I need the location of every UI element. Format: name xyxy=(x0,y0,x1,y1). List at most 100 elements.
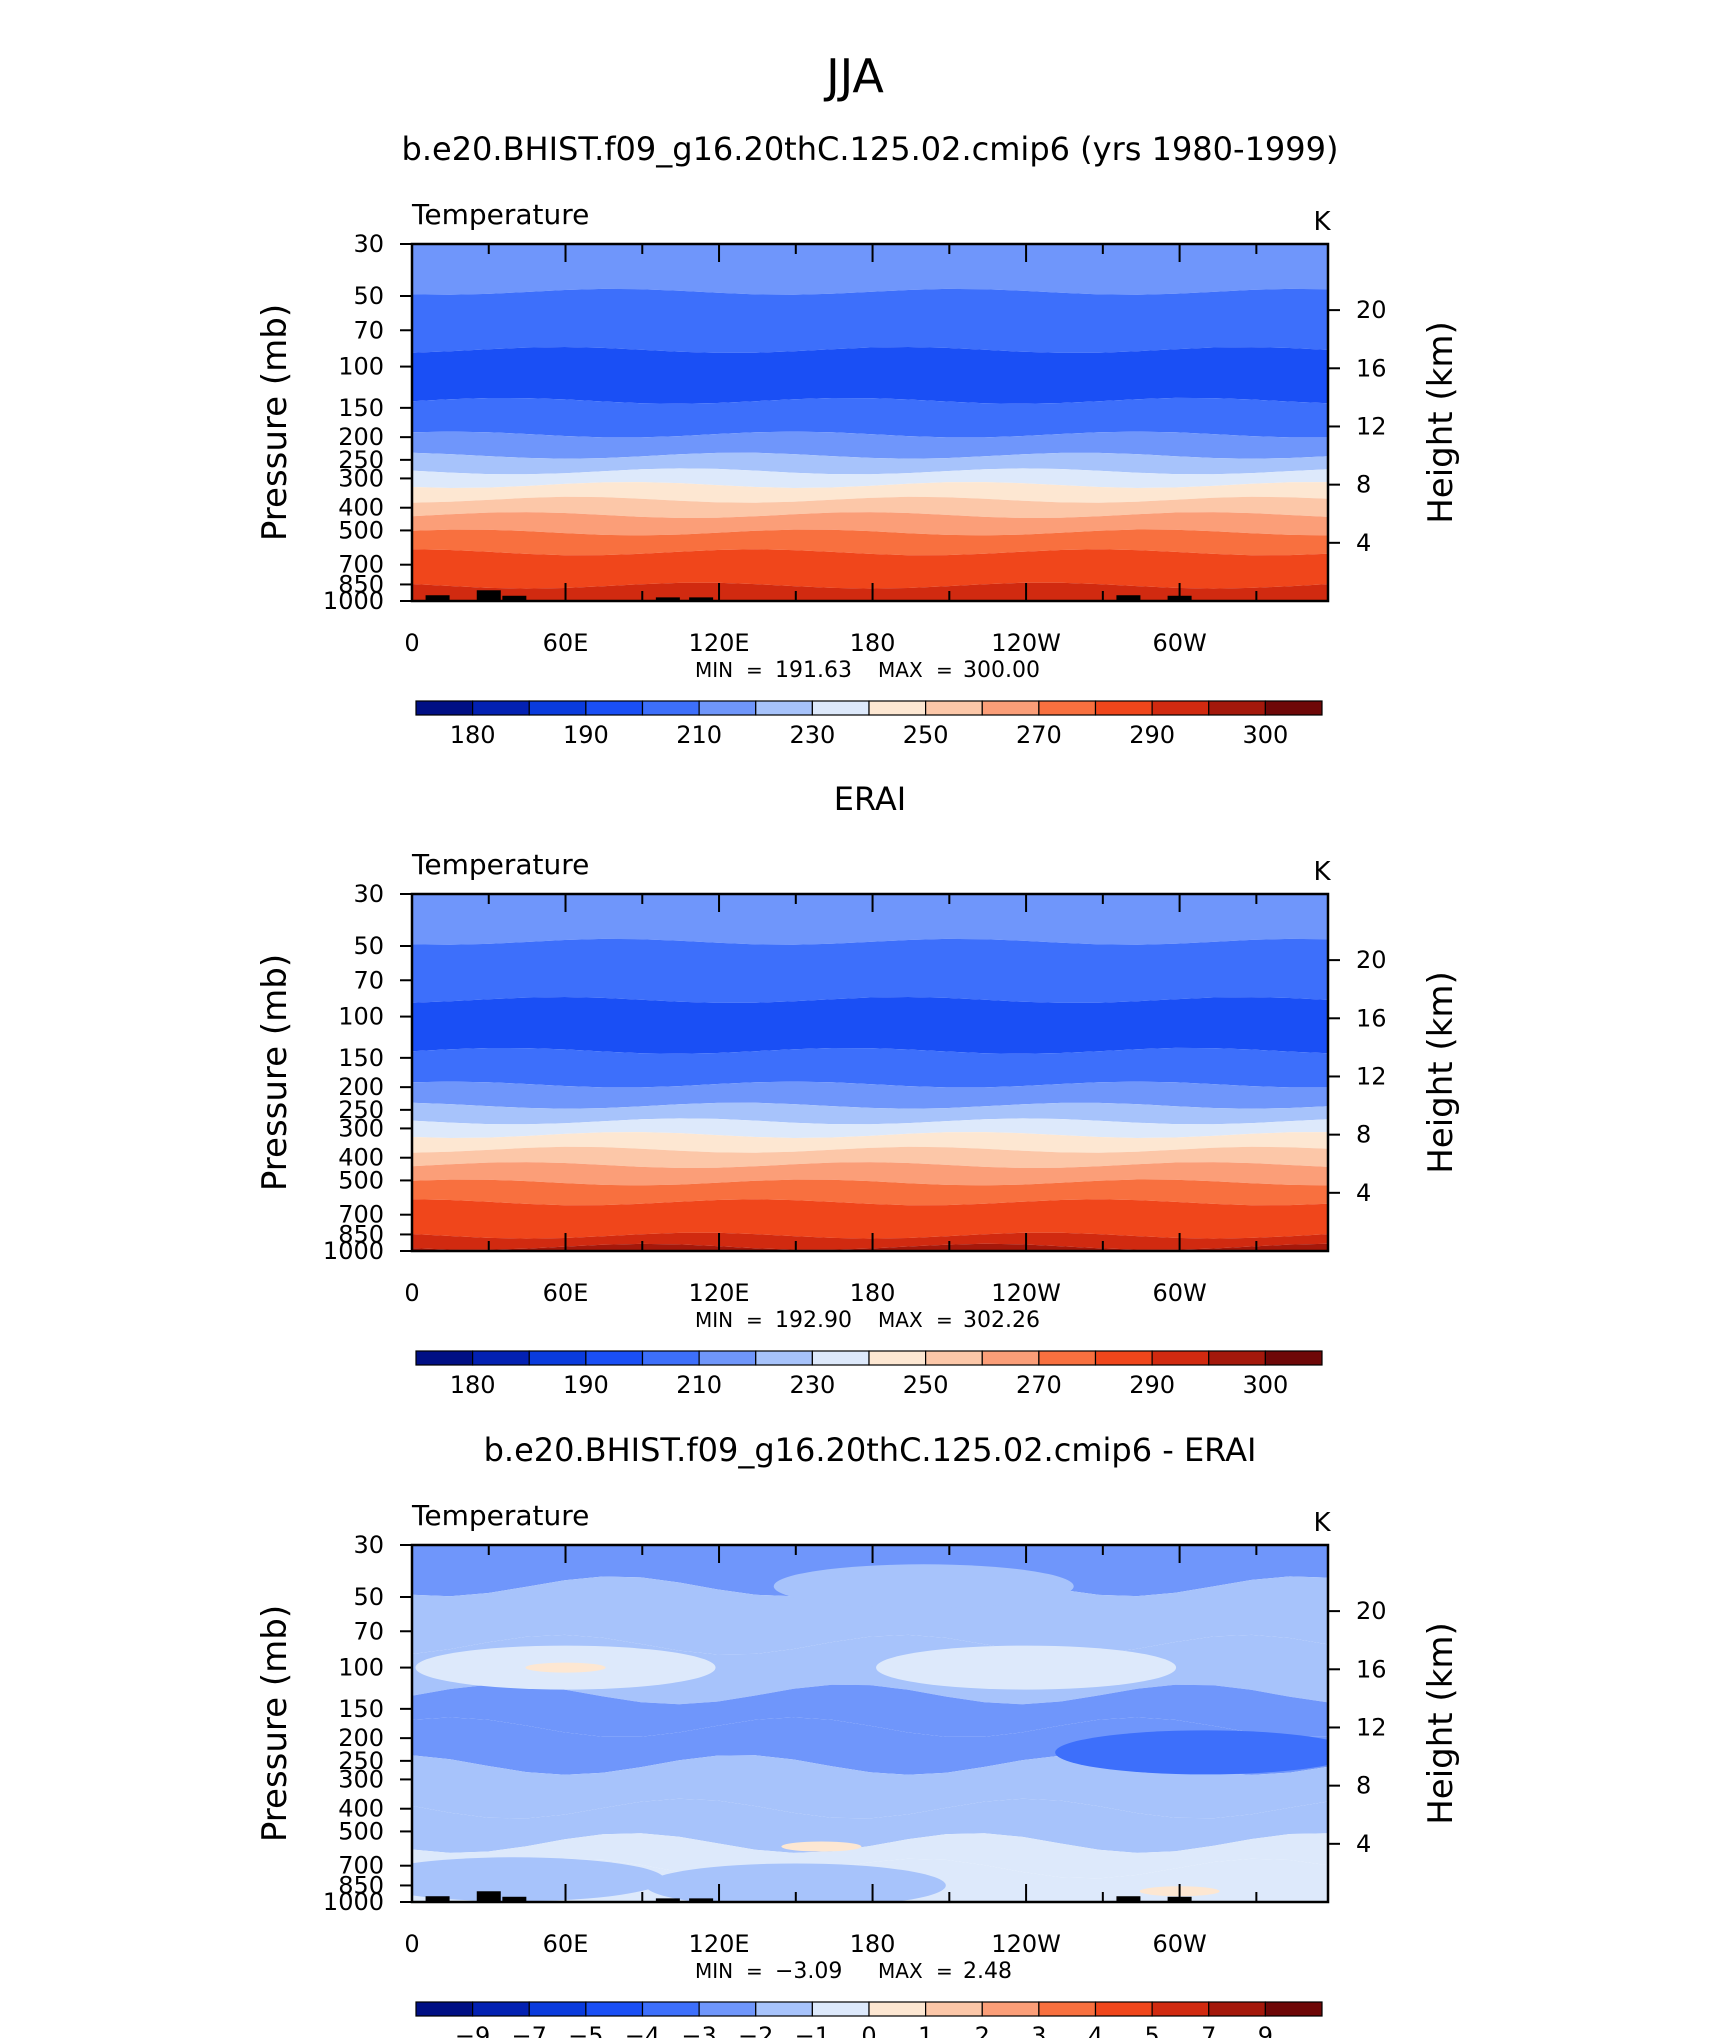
colorbar-swatch xyxy=(698,2001,757,2017)
colorbar-swatch xyxy=(1151,700,1210,716)
panel-3: b.e20.BHIST.f09_g16.20thC.125.02.cmip6 -… xyxy=(255,1431,1461,2038)
colorbar-swatch xyxy=(1094,700,1153,716)
colorbar-label: 9 xyxy=(1258,2022,1273,2038)
colorbar-label: −4 xyxy=(625,2022,660,2038)
contour-band xyxy=(412,1179,1328,1206)
contour-band xyxy=(412,894,1328,945)
colorbar-swatch xyxy=(755,2001,813,2017)
contour-band xyxy=(412,1243,1328,1251)
topography-mask xyxy=(1116,595,1141,601)
y-tick-label: 250 xyxy=(338,446,384,474)
contour-band xyxy=(412,512,1328,536)
topography-mask xyxy=(689,1898,714,1902)
colorbar-label: 190 xyxy=(563,1371,609,1399)
contour-band xyxy=(412,1833,1328,1879)
y-tick-label: 30 xyxy=(353,880,384,908)
y-tick-label: 400 xyxy=(338,1795,384,1823)
min-equals: = xyxy=(746,658,763,682)
max-value: 2.48 xyxy=(963,1959,1012,1984)
contour-band xyxy=(412,347,1328,404)
units-label: K xyxy=(1313,1508,1331,1538)
plot-area xyxy=(412,1545,1328,1902)
contour-band xyxy=(412,1118,1328,1138)
y-tick-label: 200 xyxy=(338,1724,384,1752)
x-tick-label: 180 xyxy=(850,629,896,657)
colorbar-swatch xyxy=(811,2001,870,2017)
colorbar-swatch xyxy=(868,1350,927,1366)
contour-blob xyxy=(412,1857,665,1902)
colorbar-swatch xyxy=(755,1350,813,1366)
panel-title: b.e20.BHIST.f09_g16.20thC.125.02.cmip6 (… xyxy=(402,130,1339,168)
y-tick-label: 850 xyxy=(338,1871,384,1899)
colorbar-label: 230 xyxy=(789,1371,835,1399)
units-label: K xyxy=(1313,857,1331,887)
contour-blob xyxy=(773,1564,1074,1609)
colorbar-swatch xyxy=(1151,1350,1210,1366)
y-tick-label: 70 xyxy=(353,1617,384,1645)
contour-band xyxy=(412,431,1328,459)
min-label: MIN xyxy=(695,658,733,682)
height-tick-label: 4 xyxy=(1356,529,1371,557)
contour-band xyxy=(412,1199,1328,1239)
contour-band xyxy=(412,1081,1328,1109)
panel-1: b.e20.BHIST.f09_g16.20thC.125.02.cmip6 (… xyxy=(255,130,1461,749)
contour-band xyxy=(412,288,1328,353)
colorbar-swatch xyxy=(585,700,644,716)
colorbar-label: 270 xyxy=(1016,721,1062,749)
contour-blob xyxy=(876,1645,1177,1690)
colorbar-swatch xyxy=(1264,1350,1323,1366)
y-tick-label: 30 xyxy=(353,230,384,258)
y-axis-label: Pressure (mb) xyxy=(255,954,295,1191)
y-tick-label: 100 xyxy=(338,353,384,381)
colorbar-swatch xyxy=(641,2001,700,2017)
colorbar-swatch xyxy=(415,700,474,716)
max-label: MAX xyxy=(878,658,923,682)
y-tick-label: 150 xyxy=(338,1695,384,1723)
max-equals: = xyxy=(936,1959,953,1983)
colorbar-swatch xyxy=(981,2001,1040,2017)
topography-mask xyxy=(655,1898,680,1902)
colorbar-swatch xyxy=(528,1350,587,1366)
colorbar-swatch xyxy=(585,1350,644,1366)
contour-band xyxy=(412,938,1328,1003)
height-tick-label: 20 xyxy=(1356,1597,1387,1625)
y-tick-label: 70 xyxy=(353,316,384,344)
y-tick-label: 400 xyxy=(338,1144,384,1172)
colorbar-swatch xyxy=(415,1350,474,1366)
colorbar-label: 210 xyxy=(676,721,722,749)
variable-label: Temperature xyxy=(411,1499,589,1532)
colorbar-label: −7 xyxy=(512,2022,547,2038)
colorbar-swatch xyxy=(528,2001,587,2017)
min-value: 192.90 xyxy=(775,1308,852,1333)
contour-band xyxy=(412,482,1328,503)
colorbar-swatch xyxy=(472,2001,530,2017)
colorbar-label: 180 xyxy=(450,721,496,749)
contour-band xyxy=(412,549,1328,589)
colorbar-label: 2 xyxy=(975,2022,990,2038)
colorbar-label: 190 xyxy=(563,721,609,749)
max-value: 300.00 xyxy=(963,658,1040,683)
colorbar-swatch xyxy=(415,2001,474,2017)
max-label: MAX xyxy=(878,1959,923,1983)
x-tick-label: 60W xyxy=(1152,1279,1206,1307)
page-title: JJA xyxy=(823,49,884,103)
height-tick-label: 16 xyxy=(1356,1004,1387,1032)
colorbar-swatch xyxy=(981,700,1040,716)
height-tick-label: 12 xyxy=(1356,1062,1387,1090)
y-tick-label: 500 xyxy=(338,1817,384,1845)
warm-contour xyxy=(525,1662,606,1673)
topography-mask xyxy=(425,1896,450,1902)
colorbar-swatch xyxy=(698,1350,757,1366)
panel-title: b.e20.BHIST.f09_g16.20thC.125.02.cmip6 -… xyxy=(484,1431,1257,1469)
colorbar-swatch xyxy=(641,1350,700,1366)
colorbar-swatch xyxy=(1264,700,1323,716)
height-tick-label: 20 xyxy=(1356,946,1387,974)
y-tick-label: 250 xyxy=(338,1096,384,1124)
colorbar-label: −1 xyxy=(795,2022,830,2038)
colorbar-swatch xyxy=(1264,2001,1323,2017)
contour-band xyxy=(412,1798,1328,1853)
topography-mask xyxy=(425,595,450,601)
height-tick-label: 4 xyxy=(1356,1830,1371,1858)
y-tick-label: 1000 xyxy=(323,1888,384,1916)
